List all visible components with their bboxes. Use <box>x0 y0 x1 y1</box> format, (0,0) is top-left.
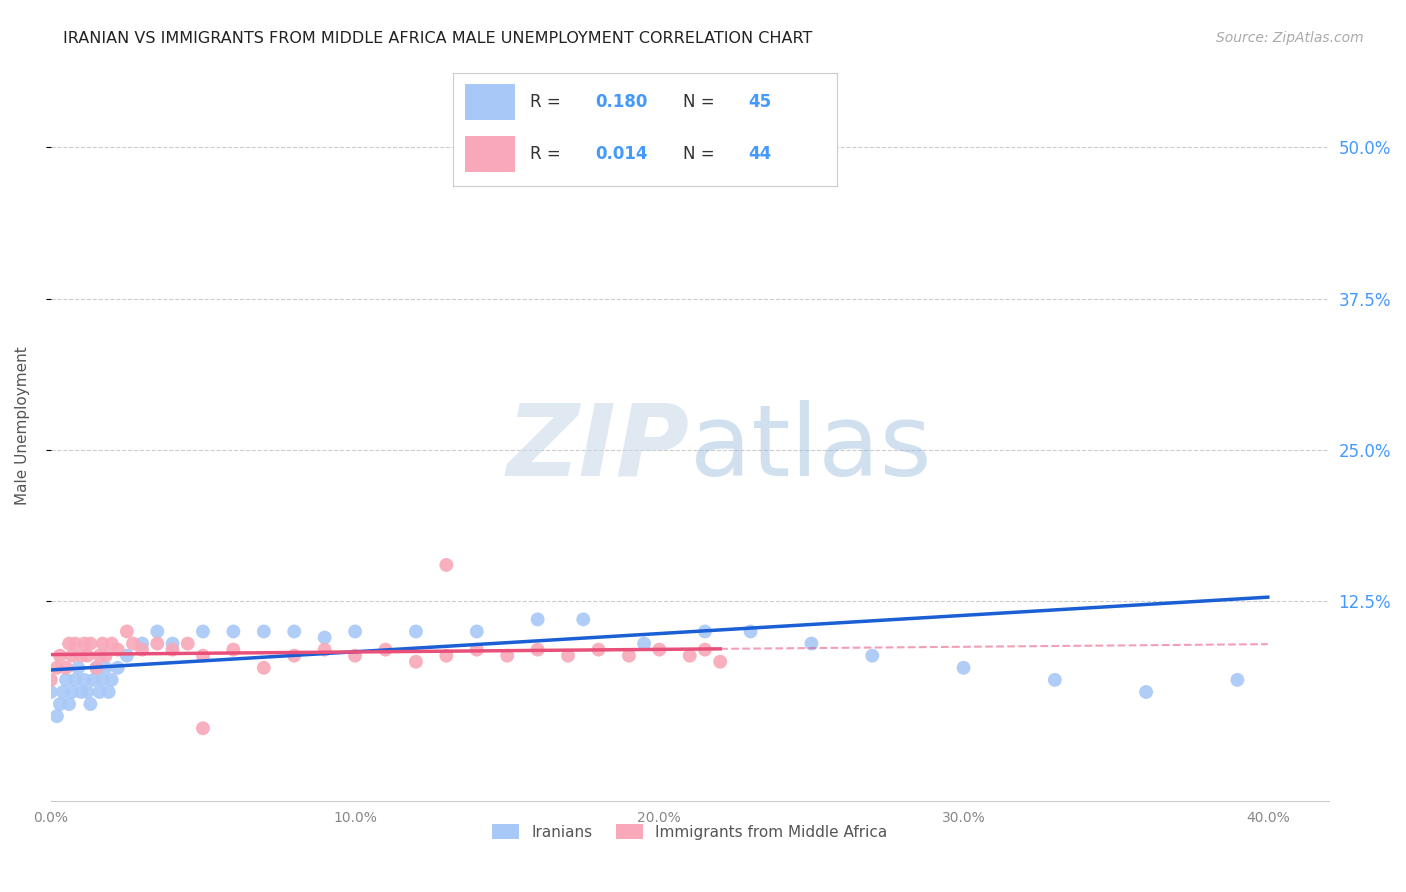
Point <box>122 637 145 651</box>
Point <box>314 642 336 657</box>
Point <box>60 648 83 663</box>
Point <box>679 648 702 663</box>
Point <box>253 624 276 639</box>
Point <box>55 673 77 687</box>
Point <box>283 624 305 639</box>
Point <box>344 648 367 663</box>
Point <box>617 648 640 663</box>
Point <box>162 642 184 657</box>
Point <box>465 624 488 639</box>
Point <box>434 558 457 572</box>
Point <box>55 661 77 675</box>
Point <box>63 673 86 687</box>
Point <box>39 673 62 687</box>
Point <box>740 624 762 639</box>
Point <box>94 661 117 675</box>
Point <box>73 673 96 687</box>
Point <box>115 624 138 639</box>
Point <box>131 642 153 657</box>
Point <box>633 637 655 651</box>
Point <box>405 624 427 639</box>
Point <box>39 685 62 699</box>
Point <box>314 631 336 645</box>
Text: ZIP: ZIP <box>506 400 690 497</box>
Point <box>374 642 396 657</box>
Text: IRANIAN VS IMMIGRANTS FROM MIDDLE AFRICA MALE UNEMPLOYMENT CORRELATION CHART: IRANIAN VS IMMIGRANTS FROM MIDDLE AFRICA… <box>63 31 813 46</box>
Point <box>146 637 169 651</box>
Point <box>648 642 671 657</box>
Point <box>63 637 86 651</box>
Point <box>58 637 80 651</box>
Point <box>693 642 716 657</box>
Point <box>70 648 93 663</box>
Point <box>496 648 519 663</box>
Point <box>107 642 129 657</box>
Point <box>100 637 122 651</box>
Point <box>222 624 245 639</box>
Point <box>191 648 214 663</box>
Point <box>49 697 72 711</box>
Point <box>115 648 138 663</box>
Point <box>800 637 823 651</box>
Point <box>253 661 276 675</box>
Point <box>146 624 169 639</box>
Point <box>405 655 427 669</box>
Point <box>693 624 716 639</box>
Point <box>434 648 457 663</box>
Point <box>191 721 214 735</box>
Point <box>1135 685 1157 699</box>
Point <box>91 673 114 687</box>
Point <box>709 655 731 669</box>
Point <box>588 642 610 657</box>
Point <box>131 637 153 651</box>
Point <box>45 709 67 723</box>
Point <box>557 648 579 663</box>
Point <box>1043 673 1066 687</box>
Point <box>52 685 75 699</box>
Text: Source: ZipAtlas.com: Source: ZipAtlas.com <box>1216 31 1364 45</box>
Point <box>107 661 129 675</box>
Point <box>100 673 122 687</box>
Point <box>79 697 101 711</box>
Point <box>45 661 67 675</box>
Point <box>860 648 883 663</box>
Point <box>82 673 104 687</box>
Point <box>1226 673 1249 687</box>
Point <box>49 648 72 663</box>
Point <box>526 612 548 626</box>
Point <box>79 637 101 651</box>
Point <box>86 661 108 675</box>
Y-axis label: Male Unemployment: Male Unemployment <box>15 346 30 505</box>
Point <box>70 685 93 699</box>
Point <box>283 648 305 663</box>
Point <box>89 685 111 699</box>
Point <box>191 624 214 639</box>
Legend: Iranians, Immigrants from Middle Africa: Iranians, Immigrants from Middle Africa <box>485 818 894 846</box>
Point <box>344 624 367 639</box>
Point <box>526 642 548 657</box>
Point <box>76 685 98 699</box>
Point <box>67 661 90 675</box>
Point <box>222 642 245 657</box>
Point <box>73 637 96 651</box>
Point <box>97 685 120 699</box>
Point <box>952 661 974 675</box>
Point <box>91 637 114 651</box>
Point <box>58 697 80 711</box>
Point <box>94 648 117 663</box>
Point <box>86 661 108 675</box>
Point <box>693 164 716 178</box>
Point <box>177 637 200 651</box>
Point <box>465 642 488 657</box>
Point <box>572 612 595 626</box>
Point <box>60 685 83 699</box>
Point <box>162 637 184 651</box>
Text: atlas: atlas <box>690 400 931 497</box>
Point <box>89 648 111 663</box>
Point <box>76 648 98 663</box>
